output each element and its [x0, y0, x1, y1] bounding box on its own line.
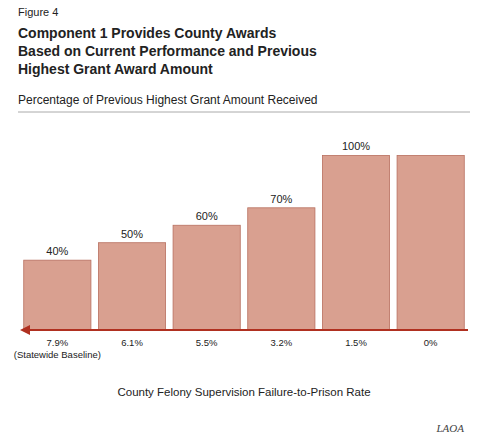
x-axis-label: County Felony Supervision Failure-to-Pri… — [117, 386, 370, 398]
x-tick-label: 3.2% — [271, 337, 293, 348]
bar — [248, 208, 315, 330]
subtitle: Percentage of Previous Highest Grant Amo… — [18, 93, 318, 107]
x-tick-label: 0% — [424, 337, 438, 348]
figure-label: Figure 4 — [18, 6, 58, 18]
text-line: Highest Grant Award Amount — [18, 61, 213, 77]
bar — [98, 243, 165, 330]
bar — [24, 260, 91, 330]
data-label: 100% — [342, 140, 370, 152]
text-line: Based on Current Performance and Previou… — [18, 43, 317, 59]
data-label: 50% — [121, 228, 143, 240]
data-label: 70% — [270, 193, 292, 205]
x-tick-label: 7.9%(Statewide Baseline) — [14, 337, 101, 360]
text-line: Component 1 Provides County Awards — [18, 25, 276, 41]
rule — [18, 112, 470, 113]
data-label: 40% — [46, 245, 68, 257]
x-ticks: 7.9%(Statewide Baseline) 6.1% 5.5% 3.2% 1.5%… — [14, 337, 438, 360]
axis-arrow — [20, 325, 30, 335]
text-line: 6.1% — [121, 337, 143, 348]
data-labels: 40% 50% 60% 70% 100% — [46, 140, 370, 257]
watermark: LAOA — [436, 422, 465, 434]
bar — [322, 155, 389, 330]
text-line: 0% — [424, 337, 438, 348]
text-line: 5.5% — [196, 337, 218, 348]
bar — [173, 225, 240, 330]
x-tick-label: 5.5% — [196, 337, 218, 348]
x-axis-line — [28, 329, 468, 331]
text-line: 1.5% — [345, 337, 367, 348]
bar — [397, 155, 464, 330]
data-label: 60% — [196, 210, 218, 222]
x-tick-label: 1.5% — [345, 337, 367, 348]
x-tick-label: 6.1% — [121, 337, 143, 348]
text-line: (Statewide Baseline) — [14, 349, 101, 360]
title: Component 1 Provides County Awards Based … — [18, 25, 317, 77]
text-line: 7.9% — [47, 337, 69, 348]
bars — [24, 155, 465, 330]
text-line: 3.2% — [271, 337, 293, 348]
chart: Figure 4 Component 1 Provides County Awar… — [0, 0, 488, 444]
